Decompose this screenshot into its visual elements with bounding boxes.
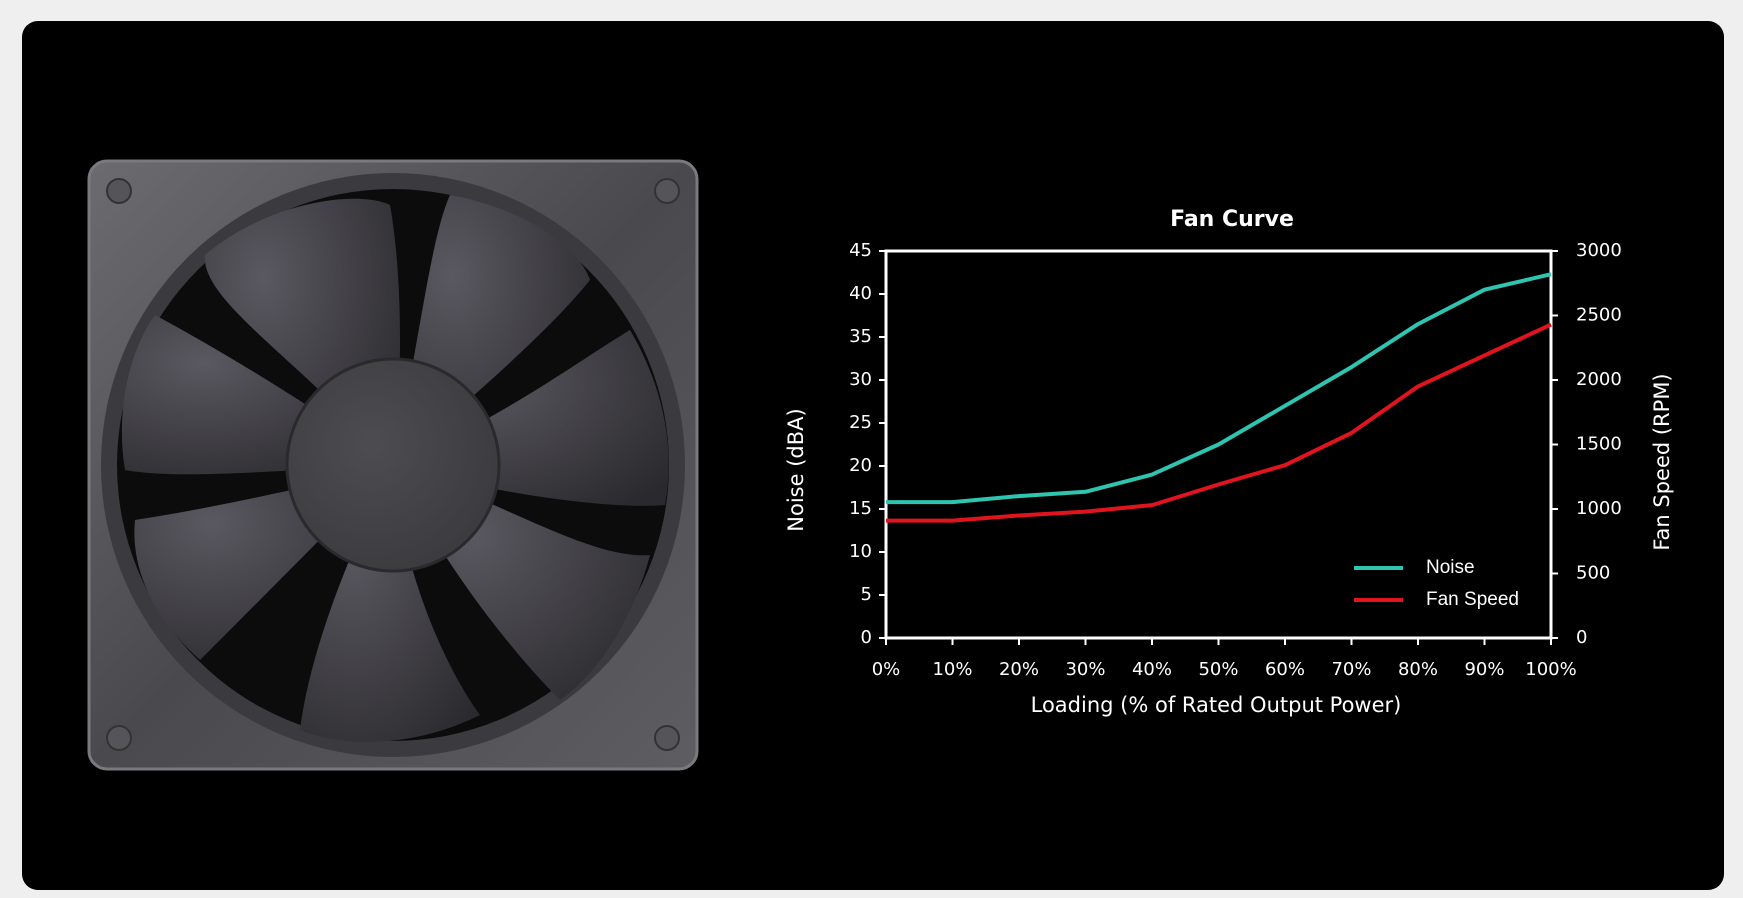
y-tick-label: 15 [849,498,872,519]
y-tick-label: 25 [849,412,872,433]
y2-tick-label: 2500 [1576,305,1622,326]
y-tick-label: 10 [849,541,872,562]
series-line [886,272,1552,505]
chart-title: Fan Curve [1170,207,1294,232]
series-line [886,322,1552,523]
x-tick-label: 70% [1331,659,1371,680]
x-tick-label: 10% [932,659,972,680]
x-tick-label: 40% [1132,659,1172,680]
y2-tick-label: 1500 [1576,434,1622,455]
x-tick-label: 50% [1198,659,1238,680]
y-tick-label: 5 [861,584,872,605]
y2-tick-label: 1000 [1576,498,1622,519]
y2-tick-label: 3000 [1576,240,1622,261]
y2-axis-title: Fan Speed (RPM) [1650,373,1674,550]
legend-label: Fan Speed [1426,589,1519,610]
y-tick-label: 0 [861,627,872,648]
x-tick-label: 30% [1065,659,1105,680]
x-tick-label: 0% [872,659,901,680]
y2-tick-label: 0 [1576,627,1587,648]
y-tick-label: 35 [849,326,872,347]
y-tick-label: 20 [849,455,872,476]
x-tick-label: 60% [1265,659,1305,680]
y2-tick-label: 500 [1576,563,1610,584]
y-tick-label: 40 [849,283,872,304]
y-tick-label: 30 [849,369,872,390]
y2-tick-label: 2000 [1576,369,1622,390]
panel: Fan Curve Loading (% of Rated Output Pow… [22,21,1724,890]
y-axis-title: Noise (dBA) [784,408,808,531]
chart: Fan Curve Loading (% of Rated Output Pow… [87,159,1674,771]
fan-illustration [87,159,699,771]
x-tick-label: 80% [1398,659,1438,680]
x-tick-label: 100% [1525,659,1576,680]
x-tick-label: 90% [1464,659,1504,680]
x-tick-label: 20% [999,659,1039,680]
x-axis-title: Loading (% of Rated Output Power) [1031,693,1402,717]
legend-label: Noise [1426,557,1475,578]
y-tick-label: 45 [849,240,872,261]
